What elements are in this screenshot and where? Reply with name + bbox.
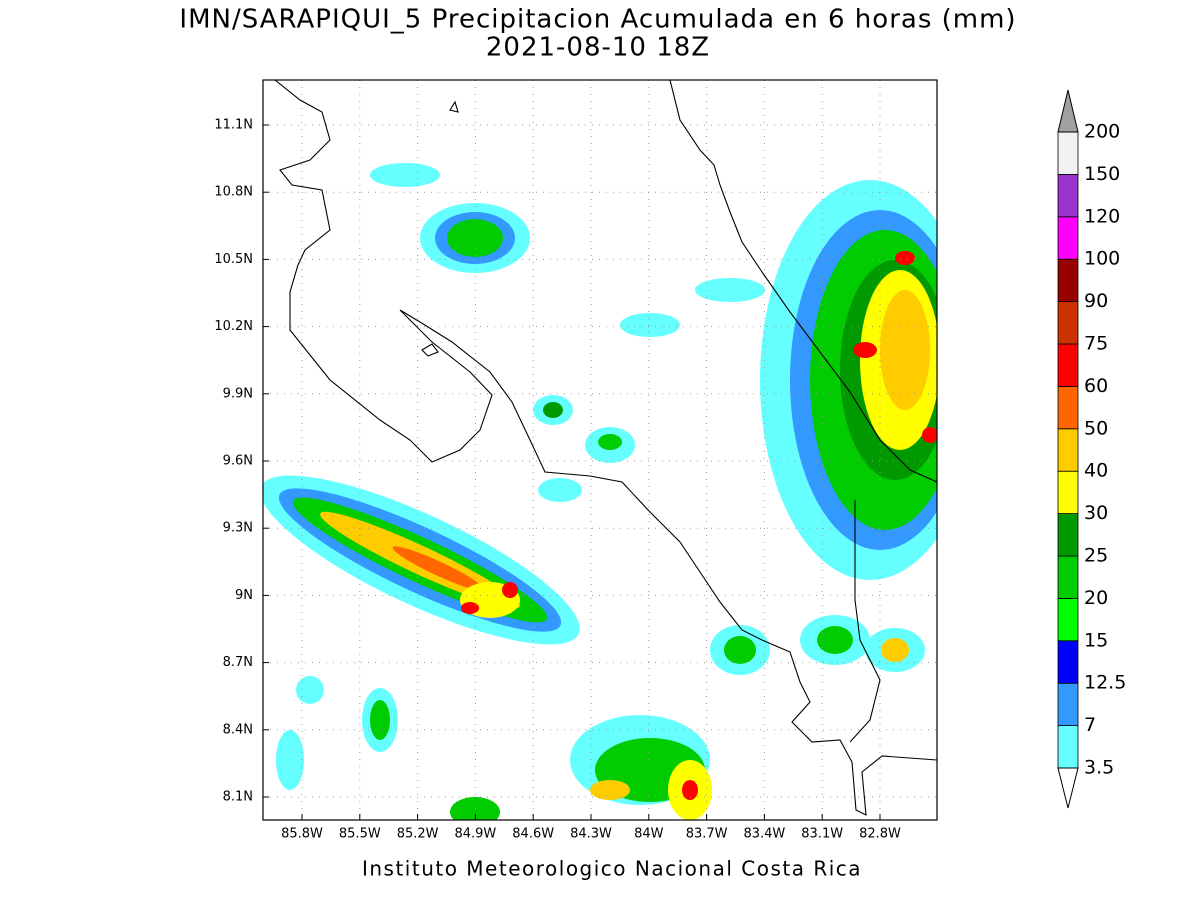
y-tick-label: 8.1N	[223, 790, 253, 805]
x-tick-label: 83.7W	[686, 827, 728, 842]
x-tick-label: 84.6W	[512, 827, 554, 842]
precipitation-field	[263, 163, 937, 820]
x-tick-label: 83.1W	[801, 827, 843, 842]
y-tick-label: 10.2N	[214, 319, 253, 334]
colorbar-label: 7	[1084, 714, 1096, 736]
y-tick-label: 8.7N	[223, 655, 253, 670]
colorbar-label: 15	[1084, 629, 1108, 651]
colorbar-box	[1057, 470, 1079, 515]
y-tick-label: 9N	[235, 588, 253, 603]
colorbar-box	[1057, 555, 1079, 599]
y-tick-label: 10.5N	[214, 252, 253, 267]
y-tick-label: 9.9N	[223, 386, 253, 401]
colorbar-label: 100	[1084, 248, 1120, 270]
colorbar-box	[1057, 598, 1079, 642]
colorbar-box	[1057, 428, 1079, 472]
colorbar-box	[1057, 682, 1079, 727]
colorbar-box	[1057, 385, 1079, 430]
colorbar-above	[1057, 89, 1079, 133]
colorbar-label: 12.5	[1084, 672, 1126, 694]
colorbar-label: 90	[1084, 290, 1108, 312]
colorbar-label: 75	[1084, 333, 1108, 355]
x-tick-label: 85.2W	[397, 827, 439, 842]
y-tick-label: 11.1N	[214, 118, 253, 133]
colorbar-box	[1057, 343, 1079, 387]
colorbar-box	[1057, 173, 1079, 218]
subtitle: 2021-08-10 18Z	[486, 33, 710, 63]
x-tick-label: 85.8W	[281, 827, 323, 842]
graticule	[263, 80, 937, 820]
colorbar-label: 150	[1084, 163, 1120, 185]
x-tick-label: 84.3W	[570, 827, 612, 842]
coastlines	[274, 80, 937, 816]
footer: Instituto Meteorologico Nacional Costa R…	[362, 857, 862, 881]
colorbar-label: 50	[1084, 417, 1108, 439]
colorbar-box	[1057, 513, 1079, 557]
y-tick-label: 10.8N	[214, 185, 253, 200]
colorbar-box	[1057, 216, 1079, 260]
colorbar-label: 60	[1084, 375, 1108, 397]
colorbar-box	[1057, 301, 1079, 345]
colorbar-label: 200	[1084, 121, 1120, 143]
colorbar-label: 40	[1084, 460, 1108, 482]
colorbar-label: 30	[1084, 502, 1108, 524]
x-tick-label: 85.5W	[339, 827, 381, 842]
colorbar-box	[1057, 640, 1079, 684]
colorbar-label: 25	[1084, 545, 1108, 567]
colorbar-box	[1057, 725, 1079, 769]
x-tick-label: 84.9W	[454, 827, 496, 842]
map-frame	[262, 79, 938, 821]
y-tick-label: 8.4N	[223, 722, 253, 737]
x-tick-label: 84W	[634, 827, 664, 842]
x-tick-label: 82.8W	[859, 827, 901, 842]
colorbar: 3.5 7 12.5 15 20 25 30 40 50 60 75 90 100 120 150 200	[1057, 89, 1126, 809]
colorbar-label: 3.5	[1084, 757, 1114, 779]
colorbar-box	[1057, 131, 1079, 175]
y-tick-label: 9.6N	[223, 454, 253, 469]
x-tick-label: 83.4W	[743, 827, 785, 842]
colorbar-box	[1057, 258, 1079, 303]
colorbar-label: 20	[1084, 587, 1108, 609]
colorbar-below	[1057, 767, 1079, 809]
y-tick-label: 9.3N	[223, 521, 253, 536]
title: IMN/SARAPIQUI_5 Precipitacion Acumulada …	[179, 5, 1016, 35]
colorbar-label: 120	[1084, 205, 1120, 227]
